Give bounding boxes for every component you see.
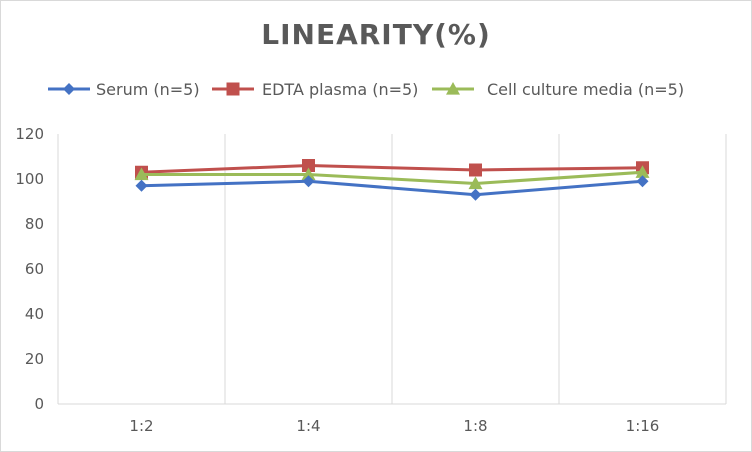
y-tick-label: 0 — [34, 395, 44, 413]
data-point — [302, 159, 315, 172]
data-point — [135, 179, 148, 192]
legend-marker — [226, 82, 240, 96]
legend: Serum (n=5) EDTA plasma (n=5) Cell culture… — [48, 80, 684, 99]
x-tick-label: 1:8 — [463, 417, 487, 435]
chart-title: LINEARITY(%) — [261, 18, 491, 51]
y-tick-label: 20 — [25, 350, 44, 368]
legend-label: Cell culture media (n=5) — [487, 80, 684, 99]
data-point — [469, 163, 482, 177]
y-tick-label: 60 — [25, 260, 44, 278]
data-point — [302, 175, 315, 188]
series-triangle — [134, 165, 650, 190]
y-tick-label: 100 — [15, 170, 44, 188]
data-point — [468, 176, 483, 190]
series-line — [141, 179, 643, 197]
series-line — [141, 164, 643, 174]
x-tick-label: 1:16 — [626, 417, 660, 435]
data-point — [134, 167, 149, 181]
x-tick-label: 1:4 — [296, 417, 320, 435]
y-tick-label: 80 — [25, 215, 44, 233]
y-tick-label: 40 — [25, 305, 44, 323]
legend-item: Cell culture media (n=5) — [432, 80, 684, 99]
series-line — [141, 170, 643, 185]
series-square — [135, 159, 649, 179]
data-point — [636, 175, 649, 188]
y-tick-label: 120 — [15, 125, 44, 143]
y-tick-labels: 0 20 40 60 80 100 120 — [15, 125, 44, 413]
series-layer — [134, 159, 650, 201]
legend-label: EDTA plasma (n=5) — [262, 80, 418, 99]
data-point — [301, 167, 316, 181]
series-diamond — [135, 175, 649, 201]
data-point — [469, 188, 482, 201]
legend-marker — [446, 82, 460, 95]
x-tick-label: 1:2 — [129, 417, 153, 435]
legend-label: Serum (n=5) — [96, 80, 200, 99]
legend-marker — [63, 83, 75, 95]
grid-layer — [57, 134, 727, 404]
x-tick-labels: 1:2 1:4 1:8 1:16 — [129, 417, 659, 435]
data-point — [635, 165, 650, 178]
legend-item: EDTA plasma (n=5) — [212, 80, 418, 99]
legend-item: Serum (n=5) — [48, 80, 200, 99]
